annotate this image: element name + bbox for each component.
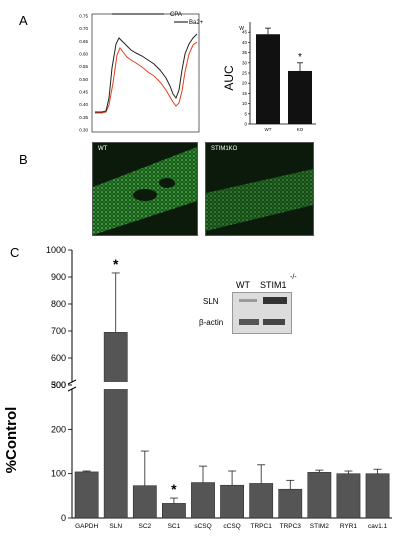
micrograph-stim1ko: STIM1KO (205, 142, 314, 236)
trace-y-axis: 0.75 0.70 0.65 0.60 0.55 0.50 0.45 0.40 0.35 0.30 (79, 14, 88, 133)
blot-lane-wt: WT (236, 280, 250, 290)
trace-y-tick-label: 0.65 (79, 39, 88, 44)
main-y-tick-label: 100 (51, 469, 66, 479)
main-y-tick-label: 1000 (46, 245, 66, 255)
blot-band-actin-ko (263, 319, 285, 325)
blot-lane-stim1: STIM1 (260, 280, 287, 290)
main-y-tick-label: 700 (51, 326, 66, 336)
main-significance: * (171, 481, 177, 497)
bar-break-gap (103, 382, 129, 389)
auc-y-tick-label: 25 (242, 71, 248, 76)
main-y-tick-label: 900 (51, 272, 66, 282)
main-bar-trpc3 (278, 488, 303, 519)
panel-c-letter: C (10, 245, 20, 260)
panel-b-letter: B (19, 152, 28, 167)
trace-y-tick-label: 0.70 (79, 26, 88, 31)
auc-y-tick-label: 10 (242, 101, 248, 106)
legend-ba: Ba2+ (189, 20, 204, 26)
main-significance: * (113, 256, 119, 272)
panel-a-letter: A (19, 13, 28, 28)
main-x-label: cav1.1 (368, 523, 388, 530)
auc-y-tick-label: 35 (242, 50, 248, 55)
main-bar-sc1 (162, 503, 186, 519)
trace-ko-red (95, 41, 198, 114)
auc-y-tick-label: 45 (242, 30, 248, 35)
main-y-tick-label: 500 (51, 380, 66, 390)
blot-superscript: -/- (290, 274, 297, 281)
main-bar-stim2 (307, 472, 332, 519)
main-y-tick-label: 800 (51, 299, 66, 309)
main-bar-ryr1 (336, 473, 361, 519)
main-bar-gapdh (74, 471, 99, 519)
trace-y-tick-label: 0.35 (79, 115, 88, 120)
auc-y-tick-label: 0 (244, 122, 247, 127)
legend-cpa: CPA (170, 12, 182, 18)
main-x-label: TRPC1 (251, 523, 273, 530)
auc-y-tick-label: 5 (244, 111, 247, 116)
main-y-tick-label: 600 (51, 353, 66, 363)
main-x-label: TRPC3 (280, 523, 302, 530)
main-x-label: cCSQ (223, 523, 240, 530)
main-bar-sln (103, 332, 128, 519)
main-y-label: %Control (3, 407, 20, 474)
main-y-tick-label: 200 (51, 424, 66, 434)
blot-row-actin: β-actin (199, 318, 224, 327)
main-bar-cav1.1 (365, 473, 390, 519)
main-x-label: SLN (109, 523, 122, 530)
axis-break-mark (67, 379, 77, 385)
auc-y-tick-label: 15 (242, 91, 248, 96)
micrograph-wt-label: WT (98, 146, 108, 152)
trace-y-tick-label: 0.50 (79, 77, 88, 82)
main-bar-scsq (191, 482, 215, 519)
main-bar-trpc1 (249, 483, 274, 519)
main-y-tick-label: 300 (51, 380, 66, 390)
auc-bar-ko (288, 70, 312, 124)
auc-y-tick-label: 40 (242, 40, 248, 45)
micrograph-stim1ko-label: STIM1KO (211, 146, 238, 152)
trace-y-tick-label: 0.30 (79, 128, 88, 133)
main-x-label: GAPDH (75, 523, 98, 530)
trace-y-tick-label: 0.75 (79, 14, 88, 19)
main-bar-ccsq (220, 484, 244, 519)
auc-y-label: AUC (222, 65, 236, 91)
axis-break-mark (67, 386, 77, 392)
main-y-tick-label: 0 (61, 513, 66, 523)
auc-bar-wt (256, 34, 280, 124)
trace-wt-black (95, 33, 198, 113)
main-bar-sc2 (132, 485, 157, 519)
main-x-label: STIM2 (310, 523, 330, 530)
main-x-label: SC2 (138, 523, 151, 530)
blot-image (232, 292, 292, 334)
trace-y-tick-label: 0.55 (79, 64, 88, 69)
trace-y-tick-label: 0.40 (79, 102, 88, 107)
trace-y-tick-label: 0.45 (79, 90, 88, 95)
trace-frame (91, 13, 200, 133)
trace-y-tick-label: 0.60 (79, 52, 88, 57)
auc-bar-chart: 0 5 10 15 20 25 30 35 40 45W AUC WT KO * (222, 22, 316, 132)
blot-band-sln-ko (263, 297, 287, 304)
main-x-label: RYR1 (340, 523, 358, 530)
auc-y-tick-label: 20 (242, 81, 248, 86)
auc-x-label: WT (265, 127, 272, 132)
main-x-label: sCSQ (194, 523, 211, 530)
auc-corner-label: W (239, 26, 244, 32)
auc-y-tick-label: 30 (242, 60, 248, 65)
auc-significance: * (298, 52, 302, 63)
auc-x-label: KO (297, 127, 304, 132)
blot-band-sln-wt (239, 299, 257, 302)
blot-row-sln: SLN (203, 297, 219, 306)
main-x-label: SC1 (168, 523, 181, 530)
micrograph-wt: WT (92, 142, 198, 236)
blot-band-actin-wt (239, 319, 259, 325)
